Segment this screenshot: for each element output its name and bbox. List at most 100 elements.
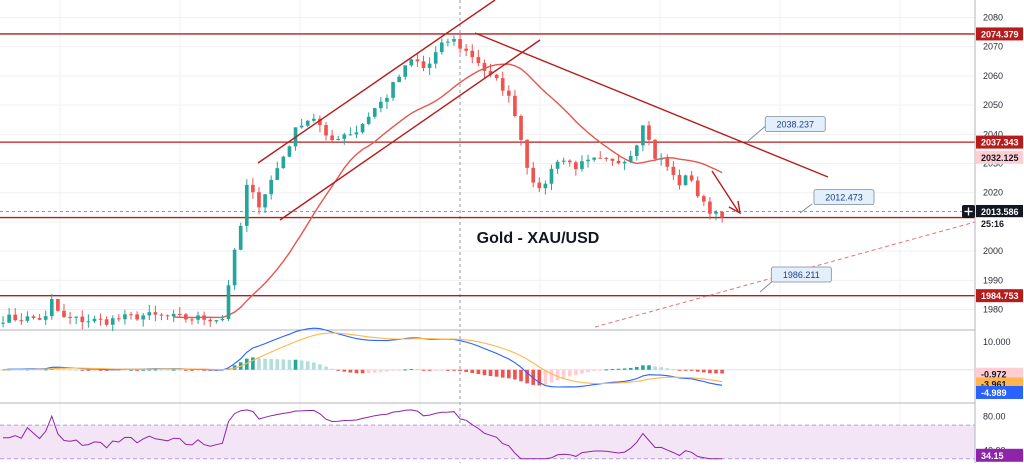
candle[interactable] <box>184 312 188 323</box>
candle[interactable] <box>616 154 621 165</box>
candle[interactable] <box>263 194 267 213</box>
channel-lower-line[interactable] <box>279 39 541 221</box>
candle[interactable] <box>19 313 24 325</box>
candle[interactable] <box>202 311 206 326</box>
candle[interactable] <box>226 280 231 322</box>
candle[interactable] <box>641 125 645 152</box>
candle[interactable] <box>244 179 249 232</box>
candle[interactable] <box>592 156 596 162</box>
candle[interactable] <box>342 132 347 145</box>
candle[interactable] <box>123 309 127 325</box>
candle[interactable] <box>433 46 438 69</box>
candle[interactable] <box>647 121 651 146</box>
candle[interactable] <box>665 154 670 172</box>
candle[interactable] <box>695 176 700 199</box>
candle[interactable] <box>482 59 487 78</box>
price-callout[interactable]: 2012.473 <box>813 189 875 206</box>
candle[interactable] <box>13 308 18 322</box>
candle[interactable] <box>257 187 261 215</box>
candle[interactable] <box>293 127 298 151</box>
candle[interactable] <box>366 112 371 126</box>
candle[interactable] <box>7 307 11 323</box>
candle[interactable] <box>135 311 139 321</box>
projection-arrow[interactable] <box>711 170 739 212</box>
candle[interactable] <box>43 310 48 325</box>
candle[interactable] <box>348 127 353 136</box>
candle[interactable] <box>80 310 85 330</box>
candle[interactable] <box>372 107 377 119</box>
candle[interactable] <box>354 125 359 139</box>
candle[interactable] <box>129 311 133 320</box>
candle[interactable] <box>25 311 30 323</box>
candle[interactable] <box>403 65 408 80</box>
candle[interactable] <box>622 160 627 171</box>
candle[interactable] <box>318 115 322 133</box>
price-callout[interactable]: 1986.211 <box>770 266 832 283</box>
candle[interactable] <box>31 314 36 320</box>
candle[interactable] <box>708 196 712 220</box>
candle[interactable] <box>458 33 462 54</box>
candle[interactable] <box>628 150 633 164</box>
price-callout[interactable]: 2038.237 <box>764 116 826 133</box>
candle[interactable] <box>86 314 91 328</box>
candle[interactable] <box>409 58 414 68</box>
candle[interactable] <box>561 157 566 165</box>
candle[interactable] <box>68 311 72 325</box>
candle[interactable] <box>470 44 475 64</box>
candle[interactable] <box>415 52 420 67</box>
candle[interactable] <box>610 158 615 166</box>
candle[interactable] <box>220 314 225 322</box>
candle[interactable] <box>92 315 97 324</box>
candle[interactable] <box>567 159 572 167</box>
candle[interactable] <box>659 153 663 166</box>
candle[interactable] <box>98 313 103 326</box>
candle[interactable] <box>677 169 682 190</box>
candle[interactable] <box>281 155 286 169</box>
candle[interactable] <box>56 298 60 312</box>
candle[interactable] <box>446 38 450 47</box>
candle[interactable] <box>269 175 273 200</box>
candle[interactable] <box>37 313 42 321</box>
candle[interactable] <box>702 194 706 207</box>
candle[interactable] <box>714 210 718 221</box>
candle[interactable] <box>439 38 444 55</box>
candle[interactable] <box>238 222 243 251</box>
candle[interactable] <box>720 211 724 223</box>
candle[interactable] <box>507 85 511 103</box>
candle[interactable] <box>1 316 5 328</box>
candle[interactable] <box>391 81 395 101</box>
add-alert-button[interactable] <box>962 204 975 218</box>
candle[interactable] <box>500 71 505 96</box>
candle[interactable] <box>385 94 389 110</box>
candle[interactable] <box>555 159 560 174</box>
candle[interactable] <box>153 305 158 322</box>
candle[interactable] <box>324 121 328 141</box>
descending-trendline[interactable] <box>474 32 829 178</box>
candle[interactable] <box>360 123 365 134</box>
candle[interactable] <box>275 161 280 181</box>
candle[interactable] <box>543 180 548 195</box>
candle[interactable] <box>305 119 310 128</box>
candle[interactable] <box>62 304 66 318</box>
candle[interactable] <box>397 74 401 83</box>
candle[interactable] <box>537 177 542 193</box>
channel-upper-line[interactable] <box>257 0 496 164</box>
candle[interactable] <box>421 55 426 72</box>
candle[interactable] <box>299 118 304 129</box>
candle[interactable] <box>427 57 432 75</box>
candle[interactable] <box>464 44 468 57</box>
candle[interactable] <box>190 318 194 325</box>
candle[interactable] <box>171 309 176 323</box>
candle[interactable] <box>531 161 536 188</box>
candle[interactable] <box>519 114 523 146</box>
candle[interactable] <box>104 316 109 327</box>
candle[interactable] <box>549 164 554 191</box>
candle[interactable] <box>141 313 146 327</box>
candle[interactable] <box>336 135 341 141</box>
candle[interactable] <box>634 144 639 161</box>
candle[interactable] <box>653 138 657 162</box>
candle[interactable] <box>147 304 152 320</box>
candle[interactable] <box>525 139 529 175</box>
candle[interactable] <box>379 97 383 113</box>
